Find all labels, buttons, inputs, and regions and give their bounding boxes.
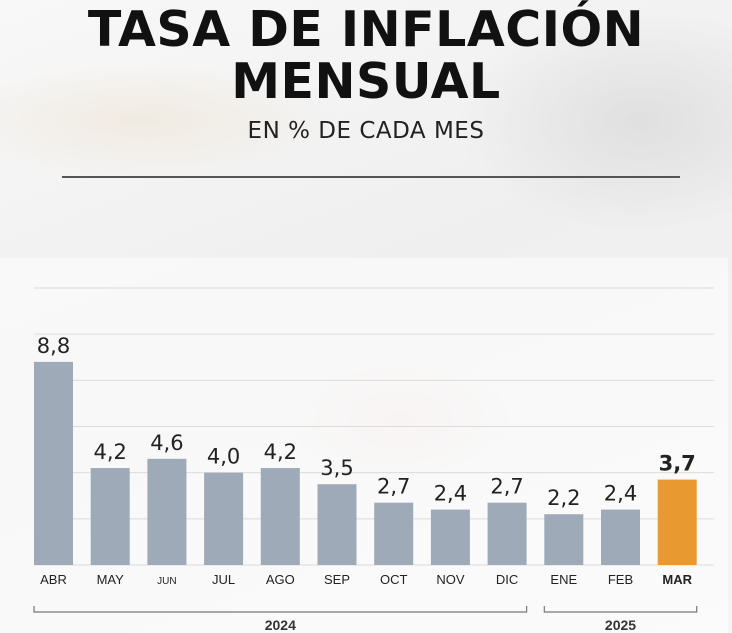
bar-feb <box>601 509 640 565</box>
value-label-oct: 2,7 <box>377 475 410 499</box>
value-label-dic: 2,7 <box>490 475 523 499</box>
bar-ene <box>544 514 584 565</box>
bar-mar <box>657 479 697 565</box>
category-label-abr: ABR <box>40 572 67 587</box>
category-label-ago: AGO <box>266 572 295 587</box>
category-label-jun: JUN <box>157 576 176 587</box>
category-label-may: MAY <box>97 572 125 587</box>
value-label-mar: 3,7 <box>659 452 696 476</box>
year-label-2025: 2025 <box>605 617 636 633</box>
value-label-ene: 2,2 <box>547 486 580 510</box>
category-label-sep: SEP <box>324 572 350 587</box>
bar-jul <box>204 472 244 565</box>
value-label-abr: 8,8 <box>37 334 70 358</box>
category-label-jul: JUL <box>212 572 235 587</box>
bar-nov <box>430 509 470 565</box>
chart-panel <box>0 258 728 633</box>
value-label-jun: 4,6 <box>150 431 183 455</box>
year-label-2024: 2024 <box>265 617 296 633</box>
year-bracket-2025 <box>543 606 698 613</box>
year-bracket-2024 <box>33 606 528 613</box>
category-label-feb: FEB <box>608 572 633 587</box>
bar-oct <box>374 502 414 565</box>
category-label-oct: OCT <box>380 572 408 587</box>
value-label-nov: 2,4 <box>434 482 467 506</box>
chart-title-line-2: MENSUAL <box>231 53 501 110</box>
value-label-jul: 4,0 <box>207 445 240 469</box>
value-label-may: 4,2 <box>93 440 126 464</box>
value-label-ago: 4,2 <box>264 440 297 464</box>
chart-subtitle: EN % DE CADA MES <box>247 118 485 144</box>
category-label-nov: NOV <box>436 572 465 587</box>
chart-title-line-1: TASA DE INFLACIÓN <box>87 1 645 58</box>
value-label-sep: 3,5 <box>320 456 353 480</box>
bar-jun <box>147 458 187 565</box>
bar-dic <box>487 502 527 565</box>
category-label-dic: DIC <box>496 572 518 587</box>
bar-may <box>90 468 130 565</box>
bar-sep <box>317 484 357 565</box>
value-label-feb: 2,4 <box>604 482 637 506</box>
title-divider <box>62 176 680 178</box>
category-label-ene: ENE <box>550 572 577 587</box>
bar-ago <box>260 468 300 565</box>
category-label-mar: MAR <box>662 572 692 587</box>
bar-abr <box>34 361 73 565</box>
